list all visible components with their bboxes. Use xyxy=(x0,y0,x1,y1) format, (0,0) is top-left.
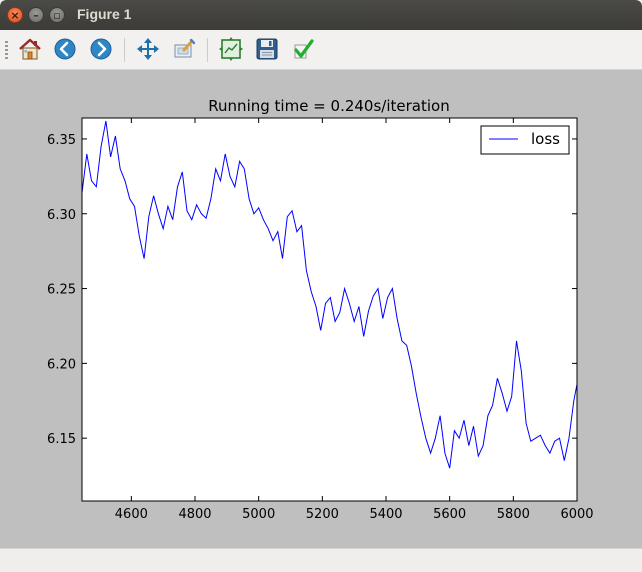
forward-arrow-icon xyxy=(90,38,112,60)
y-tick-label: 6.35 xyxy=(47,133,76,148)
axes-background xyxy=(82,118,577,501)
checkmark-icon xyxy=(294,39,314,59)
x-tick-label: 5600 xyxy=(433,507,466,522)
window-title: Figure 1 xyxy=(77,6,132,22)
toolbar-grip[interactable] xyxy=(5,41,8,59)
axes-frame xyxy=(81,117,578,502)
title-bar[interactable]: × – ▫ Figure 1 xyxy=(0,0,642,30)
subplots-icon xyxy=(219,37,243,61)
status-bar xyxy=(0,548,642,572)
toolbar-separator xyxy=(124,38,125,62)
series-line-loss xyxy=(82,120,577,469)
back-arrow-icon xyxy=(54,38,76,60)
back-button[interactable] xyxy=(51,35,79,63)
x-tick-label: 5000 xyxy=(242,507,275,522)
navigation-toolbar xyxy=(0,30,642,70)
zoom-button[interactable] xyxy=(170,35,198,63)
legend-box xyxy=(480,125,570,155)
edit-parameters-button[interactable] xyxy=(289,35,317,63)
home-button[interactable] xyxy=(16,35,44,63)
y-tick-label: 6.20 xyxy=(47,357,76,372)
zoom-rect-icon xyxy=(174,38,196,58)
legend-label-loss: loss xyxy=(531,130,560,148)
x-axis: 4600 4800 5000 5200 5400 5600 5800 6000 xyxy=(115,118,594,522)
toolbar-separator xyxy=(207,38,208,62)
legend: loss xyxy=(480,125,570,155)
y-tick-label: 6.25 xyxy=(47,283,76,298)
close-window-button[interactable]: × xyxy=(7,7,23,23)
line-chart[interactable]: Running time = 0.240s/iteration 6.15 6.20… xyxy=(0,70,642,548)
save-button[interactable] xyxy=(253,35,281,63)
x-tick-label: 6000 xyxy=(560,507,593,522)
figure-canvas[interactable]: Running time = 0.240s/iteration 6.15 6.20… xyxy=(0,70,642,548)
y-tick-label: 6.30 xyxy=(47,208,76,223)
y-axis: 6.15 6.20 6.25 6.30 6.35 xyxy=(47,133,577,447)
x-tick-label: 5800 xyxy=(497,507,530,522)
pan-button[interactable] xyxy=(134,35,162,63)
x-tick-label: 5400 xyxy=(369,507,402,522)
x-tick-label: 5200 xyxy=(306,507,339,522)
minimize-window-button[interactable]: – xyxy=(28,7,44,23)
y-tick-label: 6.15 xyxy=(47,432,76,447)
chart-title: Running time = 0.240s/iteration xyxy=(208,97,449,115)
x-tick-label: 4800 xyxy=(178,507,211,522)
x-tick-label: 4600 xyxy=(115,507,148,522)
pan-arrows-icon xyxy=(137,38,159,60)
forward-button[interactable] xyxy=(87,35,115,63)
floppy-disk-icon xyxy=(256,38,278,60)
home-icon xyxy=(19,38,41,60)
maximize-window-button[interactable]: ▫ xyxy=(49,7,65,23)
subplots-button[interactable] xyxy=(217,35,245,63)
